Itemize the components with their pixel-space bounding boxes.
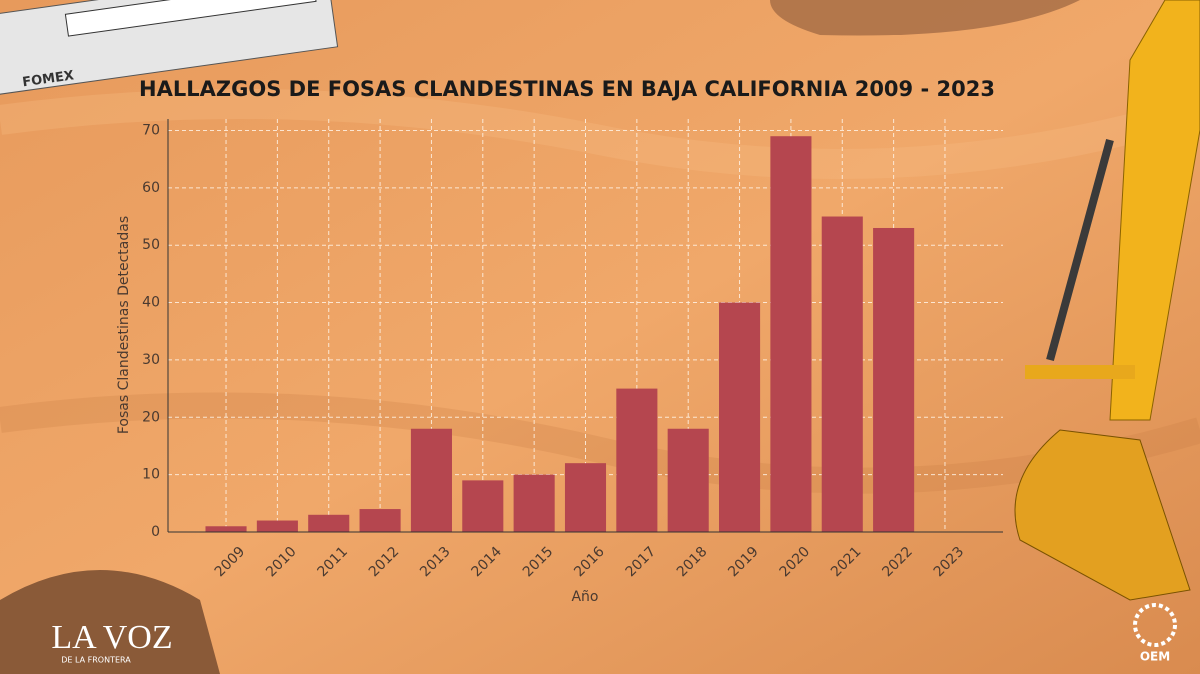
bar — [410, 428, 452, 532]
y-tick-label: 30 — [142, 352, 160, 368]
bar — [359, 509, 401, 532]
y-tick-label: 40 — [142, 295, 160, 311]
ruler-scale — [64, 0, 317, 37]
oem-logo: OEM — [1140, 650, 1170, 664]
y-tick-label: 10 — [142, 467, 160, 483]
ruler: FOMEX — [0, 0, 339, 96]
bar — [256, 520, 298, 532]
y-tick-label: 0 — [151, 524, 160, 540]
bar — [719, 302, 761, 532]
y-tick-label: 50 — [142, 237, 160, 253]
bar — [205, 526, 247, 532]
y-axis-label: Fosas Clandestinas Detectadas — [116, 216, 132, 434]
bar — [308, 514, 350, 532]
dune — [0, 392, 1200, 494]
y-tick-label: 70 — [142, 122, 160, 138]
bar — [770, 136, 812, 533]
bar — [513, 474, 555, 532]
hole — [770, 0, 1080, 36]
excavator — [1014, 0, 1200, 601]
oem-emblem — [1133, 603, 1177, 647]
la-voz-subtitle: DE LA FRONTERA — [61, 656, 131, 665]
ruler-body — [0, 0, 339, 96]
bar — [667, 428, 709, 532]
bar — [873, 227, 915, 532]
bar — [821, 216, 863, 532]
bar — [564, 463, 607, 532]
hole — [0, 570, 220, 674]
y-tick-label: 60 — [142, 180, 160, 196]
la-voz-logo: LA VOZ — [51, 619, 172, 656]
fomex-label: FOMEX — [21, 68, 74, 90]
bar — [616, 388, 658, 532]
y-tick-label: 20 — [142, 409, 160, 425]
x-axis-label: Año — [571, 589, 598, 605]
chart-title: HALLAZGOS DE FOSAS CLANDESTINAS EN BAJA … — [139, 77, 995, 101]
dune — [0, 89, 1200, 179]
bar — [462, 480, 504, 532]
